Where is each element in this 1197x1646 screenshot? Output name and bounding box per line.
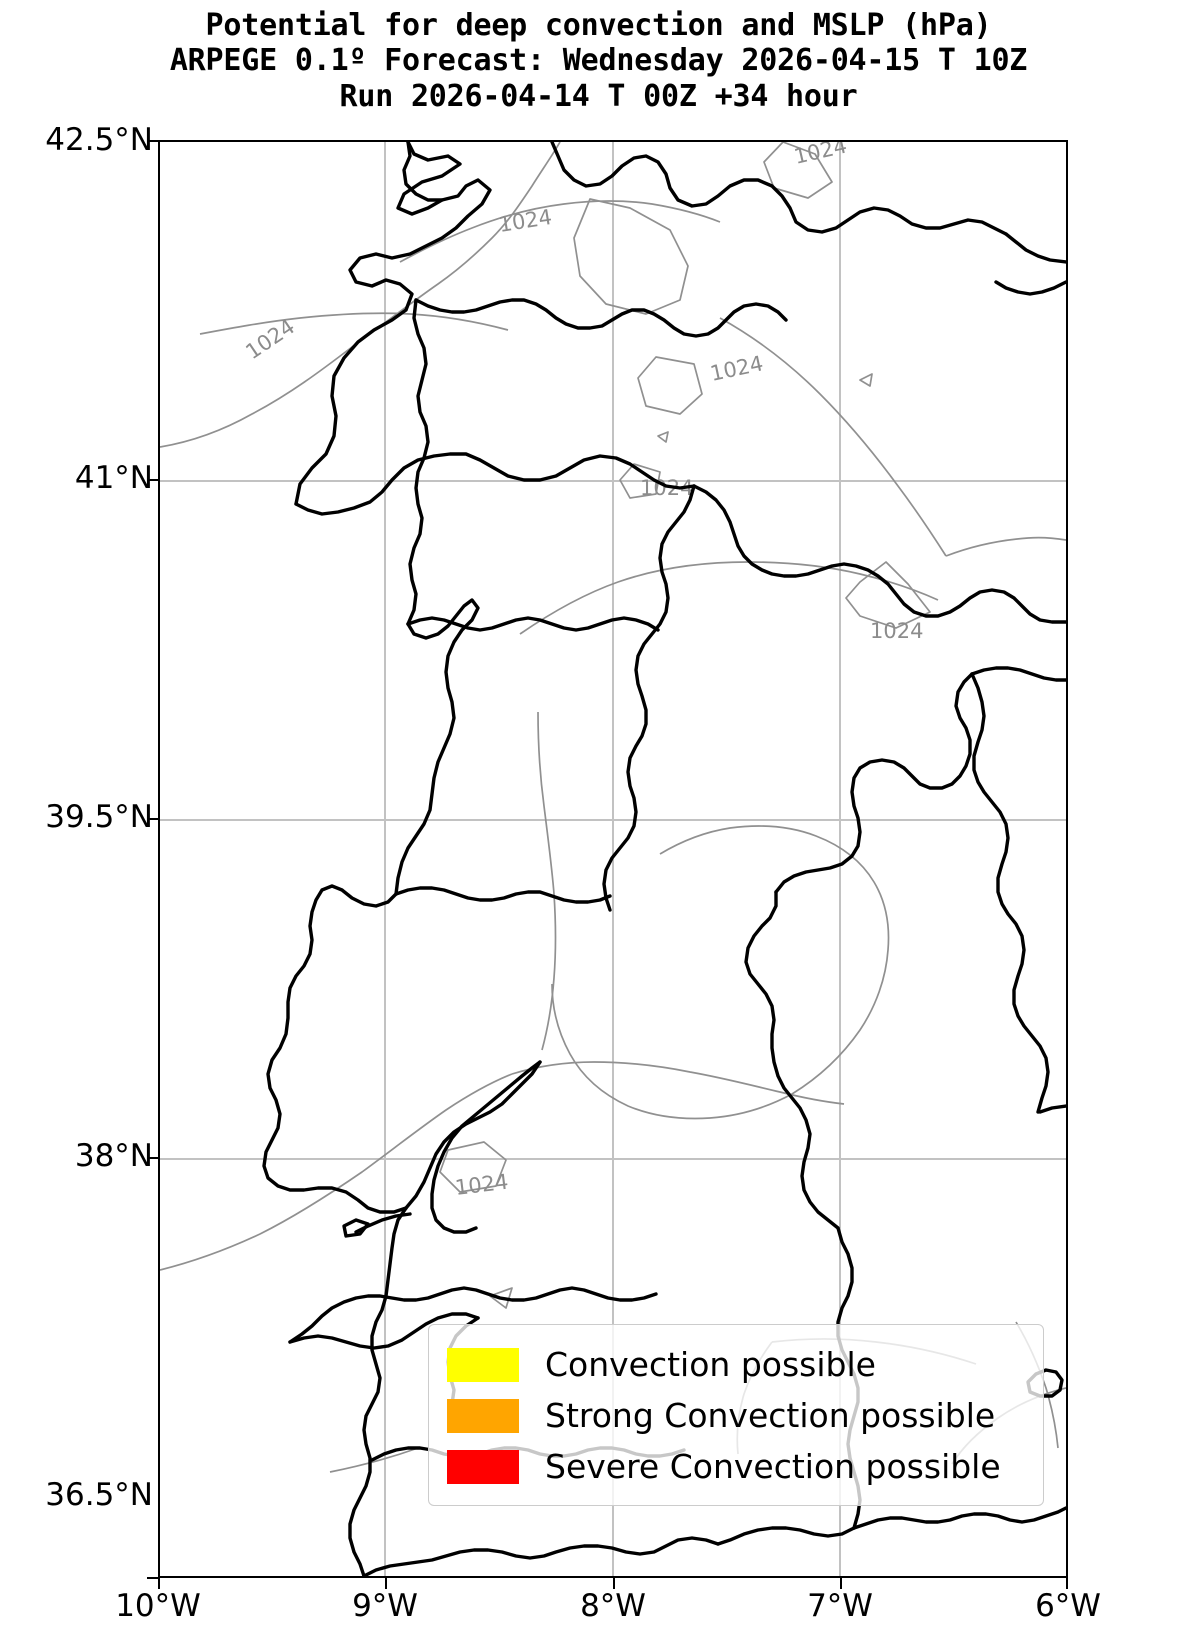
xtick-label-8W: 8°W bbox=[580, 1588, 646, 1624]
isobar-alentejo-loop-upper bbox=[659, 825, 890, 1095]
isobar-closed-tiny-center bbox=[657, 431, 669, 443]
map-legend[interactable]: Convection possible Strong Convection po… bbox=[428, 1324, 1044, 1506]
ytick-label-41N: 41°N bbox=[74, 460, 153, 496]
legend-item-convection-possible[interactable]: Convection possible bbox=[447, 1339, 1025, 1390]
xtick-label-9W: 9°W bbox=[352, 1588, 418, 1624]
isobar-galicia-branch bbox=[399, 200, 721, 263]
boundary-extremadura-east bbox=[970, 672, 1050, 1114]
isobar-spain-diagonal bbox=[719, 317, 947, 557]
boundary-spain-north-district bbox=[550, 142, 1008, 236]
isobar-label-salamanca: 1024 bbox=[870, 619, 923, 643]
isobar-closed-salamanca bbox=[845, 561, 931, 629]
coastline-portugal-north bbox=[406, 298, 430, 626]
isobar-label-tras-os-montes: 1024 bbox=[708, 351, 765, 386]
title-line-1: Potential for deep convection and MSLP (… bbox=[205, 8, 992, 43]
isobar-closed-ne bbox=[763, 142, 833, 199]
xtick-mark-9W bbox=[385, 1578, 387, 1589]
isobar-closed-north-interior bbox=[573, 198, 689, 315]
isobar-south-atlantic bbox=[160, 1073, 513, 1271]
xtick-mark-6W bbox=[1066, 1578, 1068, 1589]
ytick-label-36-5N: 36.5°N bbox=[45, 1477, 153, 1513]
boundary-alentejo-north bbox=[288, 1286, 658, 1344]
boundary-minho-douro bbox=[414, 298, 788, 338]
xtick-mark-8W bbox=[613, 1578, 615, 1589]
map-canvas: 1024 1024 1024 1024 1024 1024 1024 bbox=[160, 142, 1066, 1576]
ytick-mark-42-5N bbox=[147, 140, 158, 142]
title-line-3: Run 2026-04-14 T 00Z +34 hour bbox=[339, 78, 858, 114]
boundary-spain-ne-fragment bbox=[994, 280, 1066, 296]
chart-title-block: Potential for deep convection and MSLP (… bbox=[0, 8, 1197, 114]
boundary-castilla-central bbox=[692, 484, 1066, 624]
boundary-galicia-south bbox=[294, 452, 696, 516]
isobar-label-alentejo: 1024 bbox=[454, 1170, 510, 1200]
boundary-douro-beira bbox=[406, 616, 660, 632]
isobar-spain-east-branch bbox=[945, 536, 1066, 557]
isobar-sw-corner bbox=[329, 1447, 419, 1473]
coastline-estremadura bbox=[262, 884, 408, 1214]
coastline-southwest bbox=[348, 1206, 408, 1576]
boundary-spain-south-edge bbox=[1038, 1104, 1066, 1114]
legend-label-severe-convection-possible: Severe Convection possible bbox=[545, 1447, 1001, 1486]
xtick-label-10W: 10°W bbox=[115, 1588, 201, 1624]
isobar-algarve-branch bbox=[511, 1061, 845, 1105]
boundary-beira-east bbox=[602, 484, 696, 912]
boundary-minho-north bbox=[402, 142, 444, 202]
boundary-beira-estremadura bbox=[394, 886, 612, 904]
coastline-algarve-east bbox=[716, 1526, 856, 1546]
isobar-closed-tiny-ne bbox=[859, 373, 873, 387]
coastline-algarve bbox=[362, 1536, 720, 1576]
coastline-portugal-central-west bbox=[394, 598, 480, 896]
legend-item-severe-convection-possible[interactable]: Severe Convection possible bbox=[447, 1441, 1025, 1492]
isobar-closed-beira bbox=[619, 463, 661, 499]
boundary-castilla-east bbox=[970, 666, 1066, 682]
isobar-alentejo-loop-lower bbox=[551, 983, 793, 1120]
isobar-north-branch bbox=[199, 312, 509, 335]
legend-swatch-red bbox=[447, 1449, 519, 1484]
legend-swatch-yellow bbox=[447, 1347, 519, 1382]
boundary-spain-north-edge bbox=[1004, 232, 1066, 264]
ytick-label-39-5N: 39.5°N bbox=[45, 799, 153, 835]
legend-label-strong-convection-possible: Strong Convection possible bbox=[545, 1396, 996, 1435]
isobar-closed-tras-os-montes bbox=[637, 356, 703, 415]
coastline-galicia bbox=[294, 142, 492, 506]
ytick-label-38N: 38°N bbox=[74, 1138, 153, 1174]
boundary-spain-extremadura bbox=[774, 672, 974, 894]
ytick-mark-39-5N bbox=[147, 818, 158, 820]
ytick-label-42-5N: 42.5°N bbox=[45, 122, 153, 158]
coastline-setubal bbox=[288, 1312, 480, 1350]
boundary-andalusia-coast bbox=[852, 1506, 1066, 1530]
isobar-labels: 1024 1024 1024 1024 1024 1024 1024 bbox=[241, 142, 923, 1200]
ytick-mark-38N bbox=[147, 1157, 158, 1159]
legend-label-convection-possible: Convection possible bbox=[545, 1345, 876, 1384]
xtick-mark-7W bbox=[840, 1578, 842, 1589]
isobar-closed-alentejo-south bbox=[439, 1141, 507, 1193]
ytick-mark-41N bbox=[147, 479, 158, 481]
ytick-mark-36-5N bbox=[147, 1577, 158, 1579]
isobar-atlantic-main bbox=[160, 142, 561, 448]
boundary-portugal-spain-alentejo bbox=[744, 890, 840, 1230]
legend-item-strong-convection-possible[interactable]: Strong Convection possible bbox=[447, 1390, 1025, 1441]
xtick-label-6W: 6°W bbox=[1035, 1588, 1101, 1624]
coastline-tagus-south-bank bbox=[430, 1060, 542, 1234]
xtick-label-7W: 7°W bbox=[807, 1588, 873, 1624]
title-line-2: ARPEGE 0.1º Forecast: Wednesday 2026-04-… bbox=[169, 43, 1028, 79]
isobar-label-galicia: 1024 bbox=[497, 205, 554, 237]
xtick-mark-10W bbox=[158, 1578, 160, 1589]
coastline-estuary-islet bbox=[342, 1218, 370, 1238]
legend-swatch-orange bbox=[447, 1398, 519, 1433]
